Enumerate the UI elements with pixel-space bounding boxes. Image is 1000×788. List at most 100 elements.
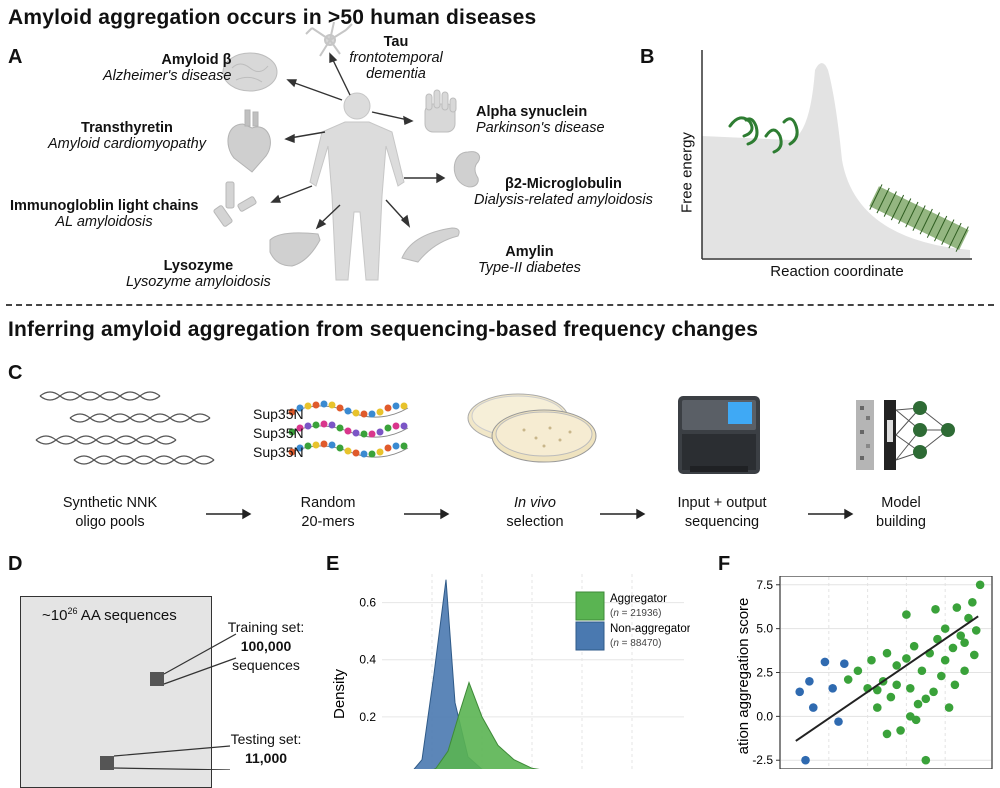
panel-a-illustration — [213, 21, 481, 281]
disease-lysozyme: Lysozyme Lysozyme amyloidosis — [126, 258, 271, 290]
testing-label: Testing set: — [230, 731, 302, 747]
liver-icon — [269, 232, 321, 267]
scatter-point-aggregator — [950, 680, 960, 690]
step-line1: Input + output — [677, 495, 767, 511]
scatter-point-aggregator — [931, 605, 940, 614]
sup35n-label: Sup35N — [253, 444, 304, 460]
light-chain-icon — [213, 181, 257, 227]
step-line1: In vivo — [514, 495, 556, 511]
legend-aggregator-n: (n = 21936) — [610, 608, 661, 619]
step-arrows — [206, 508, 854, 520]
scatter-point-aggregator — [886, 692, 896, 702]
sup35n-label: Sup35N — [253, 406, 304, 422]
x-axis-label: Reaction coordinate — [770, 263, 904, 280]
y-axis-label-wrap: Free energy — [676, 120, 698, 230]
fibril-icon — [869, 184, 969, 252]
disease-tau: Tau frontotemporal dementia — [349, 34, 443, 82]
scatter-point-aggregator — [921, 755, 931, 765]
scatter-point-aggregator — [843, 675, 853, 684]
legend-non-aggregator: Non-aggregator — [610, 623, 690, 635]
workflow-icons — [35, 391, 955, 474]
disease-name: Parkinson's disease — [476, 120, 605, 136]
scatter-point-aggregator — [892, 680, 901, 690]
sequencer-icon — [678, 396, 760, 474]
protein-name: Amyloid β — [161, 52, 232, 68]
scatter-ylabel: ation aggregation score — [735, 598, 752, 755]
disease-amylin: Amylin Type-II diabetes — [478, 244, 581, 276]
sequence-space-label: ~1026 AA sequences — [42, 606, 177, 624]
disease-name: Alzheimer's disease — [103, 68, 232, 84]
legend-non-aggregator-n: (n = 88470) — [610, 638, 661, 649]
density-areas — [413, 579, 540, 769]
section-title-inference: Inferring amyloid aggregation from seque… — [8, 318, 759, 341]
scatter-point-non-aggregator — [828, 683, 837, 693]
scatter-point-aggregator — [970, 650, 979, 660]
scatter-point-aggregator — [960, 638, 969, 647]
pancreas-icon — [401, 227, 460, 263]
disease-name: Lysozyme amyloidosis — [126, 274, 271, 290]
disease-transthyretin: Transthyretin Amyloid cardiomyopathy — [48, 120, 206, 152]
scatter-point-non-aggregator — [805, 676, 814, 686]
step-line1: Random — [300, 495, 356, 511]
scatter-point-aggregator — [905, 683, 915, 693]
scatter-point-aggregator — [948, 643, 958, 653]
scatter-point-aggregator — [909, 641, 919, 651]
legend-swatch-non-aggregator — [575, 621, 605, 651]
step-in-vivo-selection: In vivo selection — [480, 494, 590, 532]
step-line2: oligo pools — [75, 514, 145, 530]
y-tick-label: 7.5 — [756, 578, 773, 592]
scatter-point-aggregator — [937, 671, 946, 681]
panel-label-b: B — [640, 46, 655, 68]
y-tick-label: 0.0 — [756, 709, 773, 723]
scatter-chart: 7.5 5.0 2.5 0.0 -2.5 ation aggregation score — [735, 576, 993, 769]
protein-name: Alpha synuclein — [476, 104, 588, 120]
scatter-point-aggregator — [917, 666, 927, 676]
step-line1: Model — [881, 495, 921, 511]
scatter-point-aggregator — [905, 712, 915, 721]
scatter-point-aggregator — [921, 694, 931, 704]
disease-amyloid-beta: Amyloid β Alzheimer's disease — [103, 52, 232, 84]
n-symbol: n — [613, 638, 619, 649]
disease-name-line1: frontotemporal — [349, 50, 443, 66]
scatter-points — [795, 580, 985, 765]
protein-name: β2-Microglobulin — [505, 176, 622, 192]
density-ylabel: Density — [331, 668, 348, 719]
section-divider — [6, 304, 994, 306]
disease-light-chains: Immunogloblin light chains AL amyloidosi… — [10, 198, 199, 230]
scatter-point-non-aggregator — [795, 687, 804, 697]
sup35n-labels: Sup35N Sup35N Sup35N — [253, 405, 304, 462]
heart-icon — [227, 109, 271, 173]
scatter-point-aggregator — [882, 648, 892, 658]
brain-icon — [222, 52, 278, 92]
scatter-point-aggregator — [913, 699, 923, 709]
protein-name: Lysozyme — [163, 258, 234, 274]
y-tick-label: 2.5 — [756, 666, 773, 680]
n-value: = 88470 — [619, 638, 659, 649]
scatter-point-non-aggregator — [808, 703, 818, 712]
protein-name: Transthyretin — [81, 120, 173, 136]
step-line2: building — [876, 514, 926, 530]
step-random-20mers: Random 20-mers — [278, 494, 378, 532]
disease-name: Amyloid cardiomyopathy — [48, 136, 206, 152]
scatter-point-aggregator — [902, 610, 911, 619]
disease-b2-microglobulin: β2-Microglobulin Dialysis-related amyloi… — [474, 176, 653, 208]
disease-name: AL amyloidosis — [55, 214, 153, 230]
dna-oligo-icon — [35, 391, 215, 465]
step-line2: selection — [506, 514, 564, 530]
density-area-aggregator — [433, 681, 540, 769]
petri-dish-icon — [467, 393, 597, 463]
n-value: = 21936 — [619, 608, 659, 619]
section-title-diseases: Amyloid aggregation occurs in >50 human … — [8, 6, 537, 29]
protein-name: Tau — [383, 34, 409, 50]
panel-label-a: A — [8, 46, 23, 68]
density-legend: Aggregator (n = 21936) Non-aggregator (n… — [575, 591, 690, 651]
legend-swatch-aggregator — [575, 591, 605, 621]
box-suffix: AA sequences — [77, 607, 177, 624]
panel-label-c: C — [8, 362, 23, 384]
random-20mer-icon — [288, 400, 409, 458]
scatter-point-aggregator — [964, 613, 973, 623]
y-tick-label: 0.4 — [359, 653, 376, 667]
scatter-point-aggregator — [882, 729, 892, 739]
training-count: 100,000 — [240, 638, 292, 654]
density-chart: 0.6 0.4 0.2 Density Aggregator (n = 21936)… — [331, 574, 690, 769]
